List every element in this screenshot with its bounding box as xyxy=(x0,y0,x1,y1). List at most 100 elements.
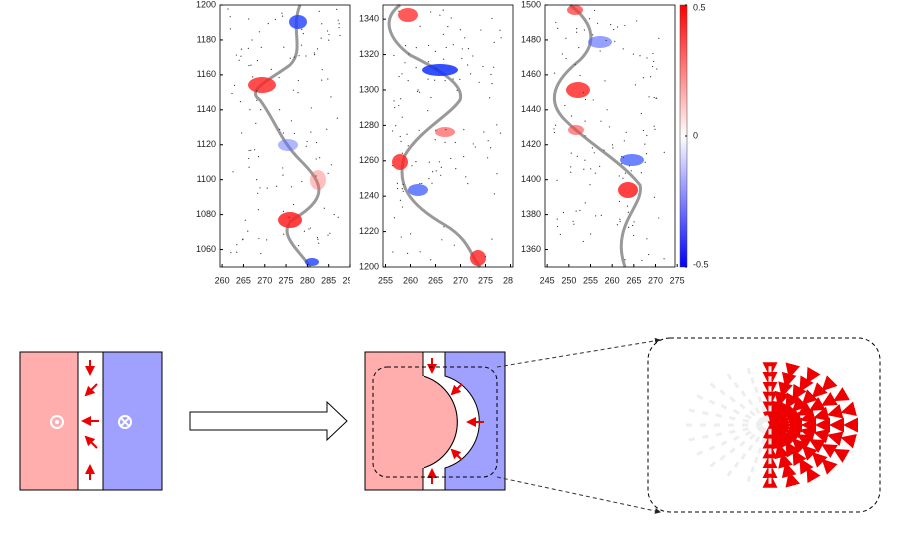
field-dot xyxy=(578,46,580,49)
field-dot xyxy=(298,55,300,57)
field-dot xyxy=(616,224,619,226)
field-dot xyxy=(596,22,599,24)
spin-arrow xyxy=(799,375,814,393)
field-dot xyxy=(288,216,290,218)
field-dot xyxy=(480,29,482,31)
field-dot xyxy=(642,129,645,132)
field-dot xyxy=(418,91,421,93)
field-dot xyxy=(338,23,340,25)
field-dot xyxy=(398,104,400,107)
field-dot xyxy=(410,233,412,235)
field-dot xyxy=(584,202,586,204)
field-dot xyxy=(393,217,396,219)
spin-arrow xyxy=(806,366,821,384)
field-dot xyxy=(589,184,591,186)
y-tick-label: 1180 xyxy=(197,34,216,44)
field-dot xyxy=(310,131,312,133)
x-tick-label: 280 xyxy=(300,275,315,285)
field-dot xyxy=(450,157,452,160)
field-dot xyxy=(599,165,601,167)
spin-arrow xyxy=(771,433,786,450)
field-dot xyxy=(561,53,563,55)
field-dot xyxy=(398,10,400,12)
spin-shadow xyxy=(764,428,770,435)
field-dot xyxy=(401,206,404,208)
field-dot xyxy=(290,120,293,122)
field-dot xyxy=(633,234,635,237)
field-dot xyxy=(258,237,260,240)
field-dot xyxy=(266,239,268,241)
spin-arrow xyxy=(785,362,801,379)
x-tick-label: 285 xyxy=(321,275,336,285)
spin-arrow xyxy=(792,383,807,401)
field-dot xyxy=(486,157,489,159)
field-dot xyxy=(316,48,319,50)
spin-arrow xyxy=(785,471,801,488)
field-dot xyxy=(326,30,329,32)
field-dot xyxy=(626,205,629,207)
x-tick-label: 260 xyxy=(215,275,230,285)
field-dot xyxy=(282,174,284,176)
field-dot xyxy=(574,63,576,65)
spin-arrow xyxy=(821,443,838,458)
field-dot xyxy=(570,171,572,173)
spin-arrow xyxy=(826,431,844,446)
y-tick-label: 1200 xyxy=(359,261,379,271)
field-dot xyxy=(318,10,320,12)
y-tick-label: 1300 xyxy=(359,84,379,94)
field-dot xyxy=(393,54,395,57)
field-dot xyxy=(493,66,495,68)
field-dot xyxy=(579,74,581,77)
field-dot xyxy=(619,220,621,223)
field-dot xyxy=(256,179,258,181)
field-dot xyxy=(442,33,444,35)
y-tick-label: 1220 xyxy=(359,226,379,236)
field-dot xyxy=(297,79,299,82)
y-tick-label: 1080 xyxy=(196,209,216,219)
field-dot xyxy=(562,211,565,214)
field-dot xyxy=(415,47,417,49)
spin-shadow xyxy=(719,389,726,396)
field-dot xyxy=(618,175,620,177)
field-dot xyxy=(400,98,402,100)
field-dot xyxy=(303,230,306,232)
field-dot xyxy=(330,164,332,166)
field-dot xyxy=(499,29,501,31)
y-tick-label: 1420 xyxy=(521,139,541,149)
field-dot xyxy=(575,210,577,212)
field-dot xyxy=(639,55,641,57)
field-dot xyxy=(591,147,593,149)
field-dot xyxy=(623,156,625,159)
panel-frame xyxy=(219,4,351,268)
panel-frame xyxy=(544,4,676,268)
field-dot xyxy=(496,124,498,126)
spin-shadow xyxy=(764,415,770,422)
field-dot xyxy=(315,175,317,177)
field-dot xyxy=(590,233,592,235)
field-dot xyxy=(658,37,660,39)
field-dot xyxy=(594,172,597,174)
field-dot xyxy=(257,209,260,211)
x-tick-label: 265 xyxy=(236,275,251,285)
field-dot xyxy=(393,100,395,102)
spin-shadow xyxy=(729,415,736,421)
field-dot xyxy=(627,211,630,213)
field-dot xyxy=(483,131,485,133)
spin-arrow xyxy=(811,382,828,399)
field-dot xyxy=(329,232,331,234)
field-dot xyxy=(294,56,296,58)
spin-shadow xyxy=(745,413,752,420)
field-dot xyxy=(484,255,486,258)
field-dot xyxy=(570,152,572,154)
field-dot xyxy=(489,97,491,99)
spin-shadow xyxy=(715,413,723,418)
field-dot xyxy=(396,182,398,184)
field-dot xyxy=(441,239,443,241)
field-dot xyxy=(282,210,285,212)
x-tick-label: 255 xyxy=(583,275,598,285)
spin-shadow xyxy=(708,445,716,451)
field-dot xyxy=(621,163,623,165)
field-dot xyxy=(248,18,250,20)
field-dot xyxy=(260,109,262,111)
x-tick-label: 265 xyxy=(428,275,443,285)
